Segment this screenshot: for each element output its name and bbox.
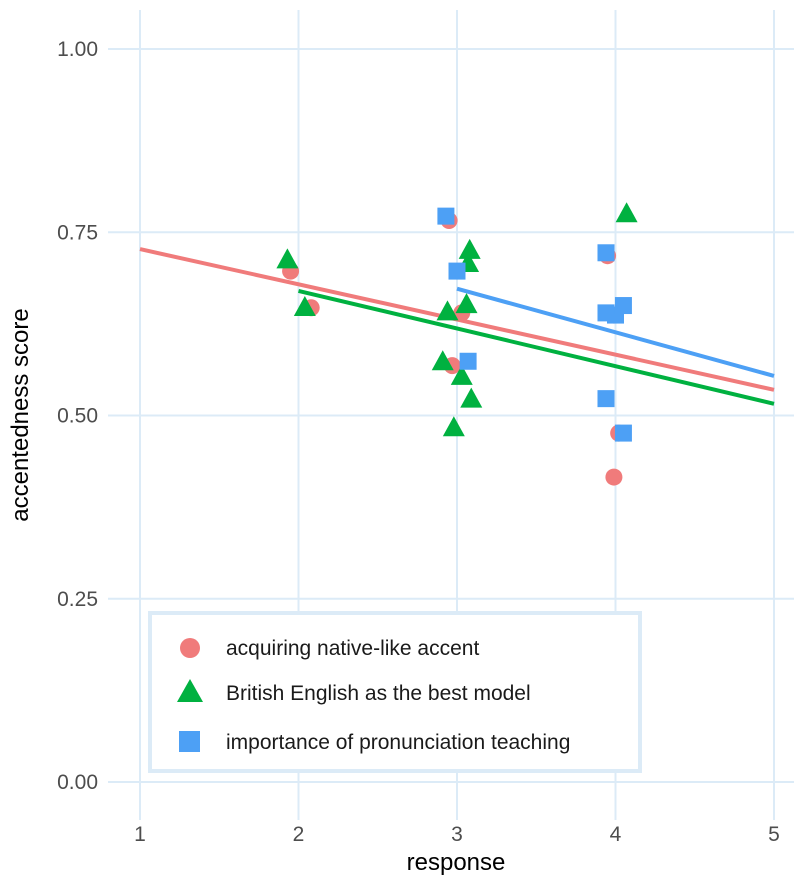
x-tick-label: 1: [134, 823, 146, 846]
fit-line-series-2: [456, 286, 775, 378]
y-axis-title: accentedness score: [7, 308, 34, 521]
legend: acquiring native-like accent British Eng…: [148, 611, 642, 773]
legend-box: [148, 611, 642, 773]
point-square-series-2: [459, 352, 477, 370]
legend-key-circle: [180, 638, 200, 658]
x-tick-label: 5: [768, 823, 780, 846]
point-triangle-series-1: [450, 364, 473, 385]
legend-key-triangle: [177, 679, 203, 702]
point-triangle-series-1: [436, 300, 459, 321]
y-tick-label: 0.75: [57, 221, 98, 244]
x-tick-labels: 1 2 3 4 5: [134, 823, 780, 846]
point-circle-series-0: [605, 468, 623, 486]
point-square-series-2: [597, 390, 615, 408]
fit-line-series-1: [298, 288, 775, 406]
y-tick-labels: 0.00 0.25 0.50 0.75 1.00: [57, 38, 98, 794]
grid: [108, 10, 794, 820]
point-triangle-series-1: [442, 416, 465, 437]
point-triangle-series-1: [455, 293, 478, 314]
point-square-series-2: [614, 297, 632, 315]
point-square-series-2: [614, 424, 632, 442]
point-triangle-series-1: [615, 202, 638, 223]
y-tick-label: 1.00: [57, 38, 98, 61]
point-triangle-series-1: [458, 238, 481, 259]
legend-key-square: [179, 731, 200, 752]
x-tick-label: 3: [451, 823, 463, 846]
point-square-series-2: [448, 262, 466, 280]
x-tick-label: 4: [610, 823, 622, 846]
point-square-series-2: [437, 207, 455, 225]
point-triangle-series-1: [293, 296, 316, 317]
data-points: [276, 202, 638, 486]
y-tick-label: 0.25: [57, 588, 98, 611]
x-axis-title: response: [407, 849, 506, 876]
point-square-series-2: [597, 244, 615, 262]
y-tick-label: 0.00: [57, 771, 98, 794]
point-triangle-series-1: [460, 387, 483, 408]
point-triangle-series-1: [431, 350, 454, 371]
y-tick-label: 0.50: [57, 405, 98, 428]
point-triangle-series-1: [276, 248, 299, 269]
legend-label-pronunciation-teaching: importance of pronunciation teaching: [226, 731, 570, 754]
x-tick-label: 2: [293, 823, 305, 846]
legend-label-native-accent: acquiring native-like accent: [226, 637, 479, 660]
legend-label-british-english: British English as the best model: [226, 682, 531, 705]
